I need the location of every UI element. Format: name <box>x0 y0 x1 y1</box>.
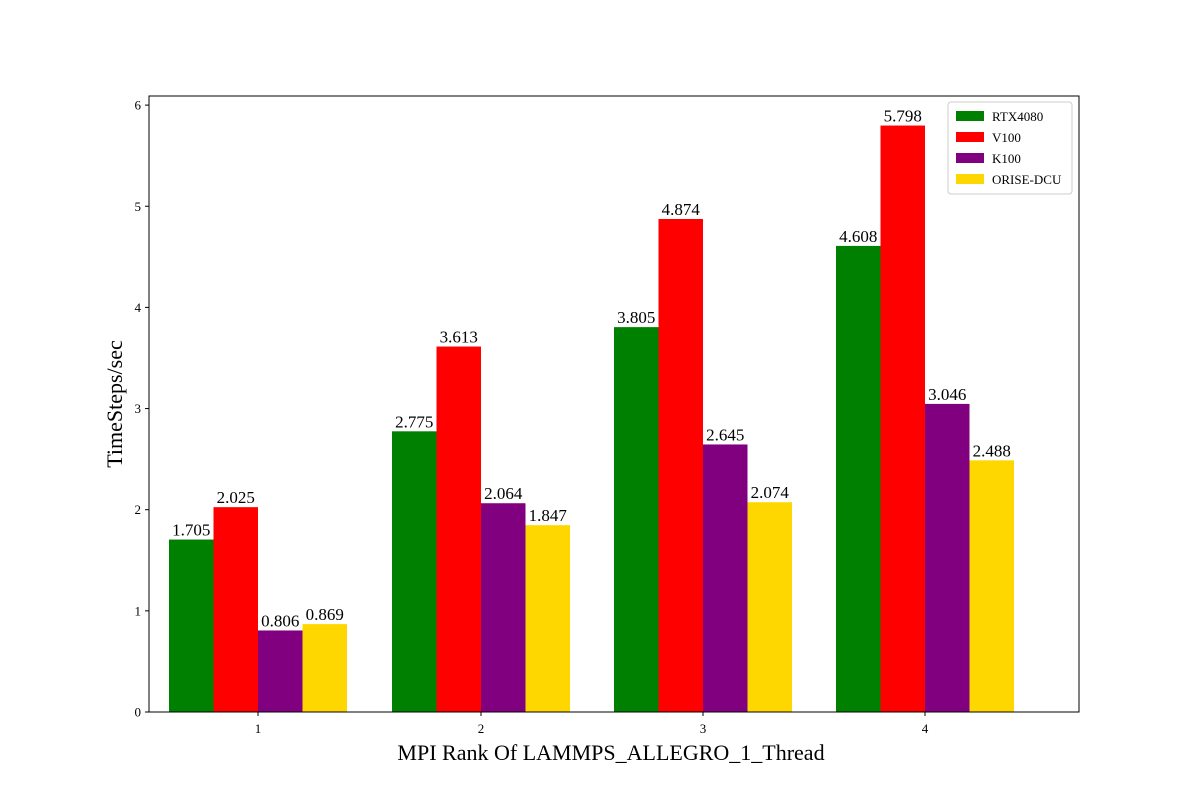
y-tick-label: 5 <box>135 199 142 214</box>
bar-value-label: 2.775 <box>395 412 433 431</box>
x-axis: 1 2 3 4 <box>255 712 929 736</box>
bar-value-label: 4.874 <box>662 200 701 219</box>
bar-k100-rank-2 <box>481 503 526 712</box>
bar-rtx4080-rank-3 <box>614 327 659 712</box>
bar-value-label: 2.645 <box>706 425 744 444</box>
plot-frame <box>148 95 1080 713</box>
bar-value-label: 2.488 <box>973 441 1011 460</box>
bar-value-label: 1.847 <box>529 506 568 525</box>
bar-k100-rank-4 <box>925 403 970 712</box>
bar-orise-dcu-rank-1 <box>302 624 347 712</box>
x-tick-label: 3 <box>700 721 707 736</box>
legend-box <box>947 101 1073 195</box>
y-tick-label: 2 <box>135 502 142 517</box>
bar-value-label: 2.025 <box>217 488 255 507</box>
bar-value-label: 3.613 <box>440 328 478 347</box>
bar-v100-rank-4 <box>880 125 925 712</box>
legend-label: RTX4080 <box>992 109 1043 124</box>
bar-labels-layer: 1.705 2.025 0.806 0.869 2.775 3.613 2.064 1.847… <box>172 107 1011 631</box>
bar-value-label: 4.608 <box>839 227 877 246</box>
x-tick-label: 4 <box>922 721 929 736</box>
legend-swatch-v100 <box>956 132 984 142</box>
x-axis-title: MPI Rank Of LAMMPS_ALLEGRO_1_Thread <box>397 740 824 765</box>
x-tick-label: 2 <box>478 721 485 736</box>
y-tick-label: 0 <box>135 705 142 720</box>
bar-value-label: 0.806 <box>261 611 299 630</box>
y-tick-label: 4 <box>135 300 142 315</box>
bar-orise-dcu-rank-4 <box>969 460 1014 712</box>
legend-swatch-k100 <box>956 153 984 163</box>
bar-value-label: 2.074 <box>751 483 790 502</box>
y-tick-label: 3 <box>135 401 142 416</box>
legend-swatch-orise-dcu <box>956 174 984 184</box>
bar-orise-dcu-rank-2 <box>525 525 570 712</box>
bar-value-label: 2.064 <box>484 484 523 503</box>
bars-layer <box>169 125 1014 713</box>
y-tick-label: 6 <box>135 98 142 113</box>
y-tick-label: 1 <box>135 603 142 618</box>
bar-v100-rank-1 <box>213 507 258 712</box>
bar-value-label: 3.805 <box>617 308 655 327</box>
bar-value-label: 1.705 <box>172 521 210 540</box>
bar-v100-rank-2 <box>436 346 481 712</box>
bar-rtx4080-rank-4 <box>836 245 881 712</box>
legend-label: ORISE-DCU <box>992 172 1062 187</box>
bar-value-label: 3.046 <box>928 385 966 404</box>
bar-orise-dcu-rank-3 <box>747 502 792 712</box>
bar-k100-rank-1 <box>258 630 303 712</box>
y-axis-title: TimeSteps/sec <box>102 340 127 468</box>
bar-rtx4080-rank-2 <box>392 431 437 712</box>
bar-value-label: 5.798 <box>884 107 922 126</box>
legend-swatch-rtx4080 <box>956 111 984 121</box>
x-tick-label: 1 <box>255 721 262 736</box>
legend-label: K100 <box>992 151 1021 166</box>
legend: RTX4080 V100 K100 ORISE-DCU <box>947 101 1073 195</box>
bar-rtx4080-rank-1 <box>169 539 214 712</box>
bar-value-label: 0.869 <box>306 605 344 624</box>
bar-k100-rank-3 <box>703 444 748 712</box>
bar-v100-rank-3 <box>658 218 703 713</box>
y-axis: 0 1 2 3 4 5 6 <box>135 98 149 720</box>
legend-label: V100 <box>992 130 1021 145</box>
